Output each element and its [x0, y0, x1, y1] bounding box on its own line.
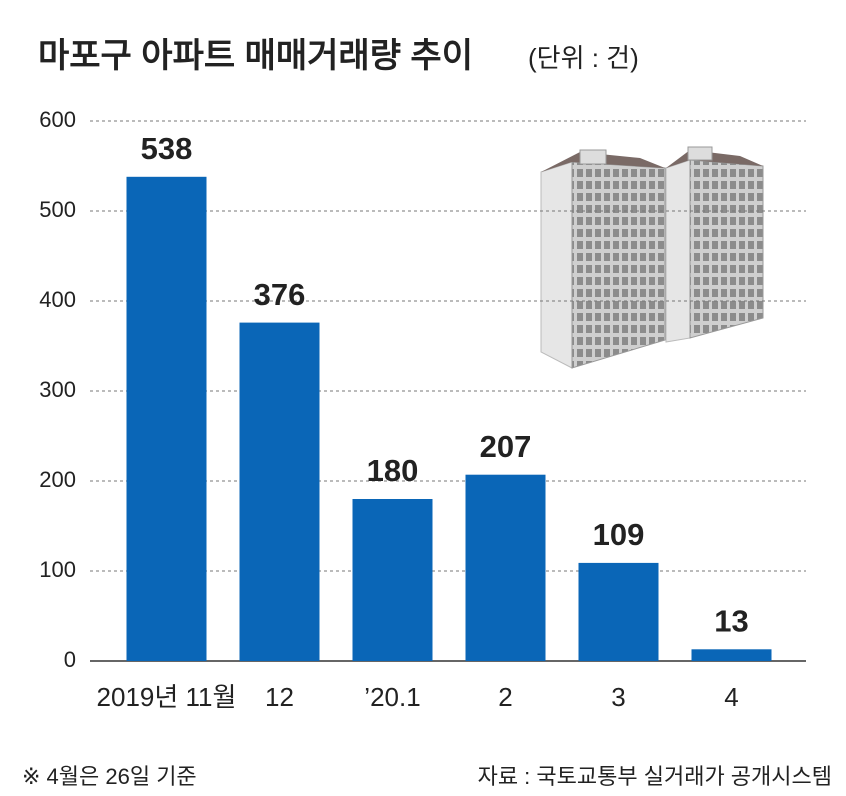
y-tick-label: 400 [39, 287, 76, 312]
source: 자료 : 국토교통부 실거래가 공개시스템 [478, 764, 832, 789]
chart-subtitle: (단위 : 건) [528, 43, 639, 73]
y-tick-label: 200 [39, 467, 76, 492]
x-tick-label: 3 [611, 682, 625, 712]
bar [691, 649, 772, 661]
bar [126, 176, 207, 662]
x-tick-label: 2019년 11월 [97, 682, 237, 712]
y-tick-label: 100 [39, 557, 76, 582]
y-tick-label: 300 [39, 377, 76, 402]
value-label: 207 [480, 429, 532, 464]
bar [239, 322, 320, 661]
x-tick-label: 4 [724, 682, 738, 712]
value-label: 180 [367, 453, 419, 488]
x-tick-label: 12 [265, 682, 294, 712]
bar [352, 499, 433, 661]
y-tick-label: 0 [64, 647, 76, 672]
value-label: 376 [254, 277, 306, 312]
value-label: 538 [141, 131, 193, 166]
value-label: 109 [593, 517, 645, 552]
bar [465, 474, 546, 661]
footnote: ※ 4월은 26일 기준 [22, 764, 197, 789]
chart-title: 마포구 아파트 매매거래량 추이 [38, 37, 473, 75]
y-tick-label: 500 [39, 197, 76, 222]
y-tick-label: 600 [39, 107, 76, 132]
value-label: 13 [714, 603, 748, 638]
x-tick-label: 2 [498, 682, 512, 712]
x-tick-label: ’20.1 [364, 682, 420, 712]
building-illustration [540, 146, 764, 369]
bar [578, 562, 659, 661]
